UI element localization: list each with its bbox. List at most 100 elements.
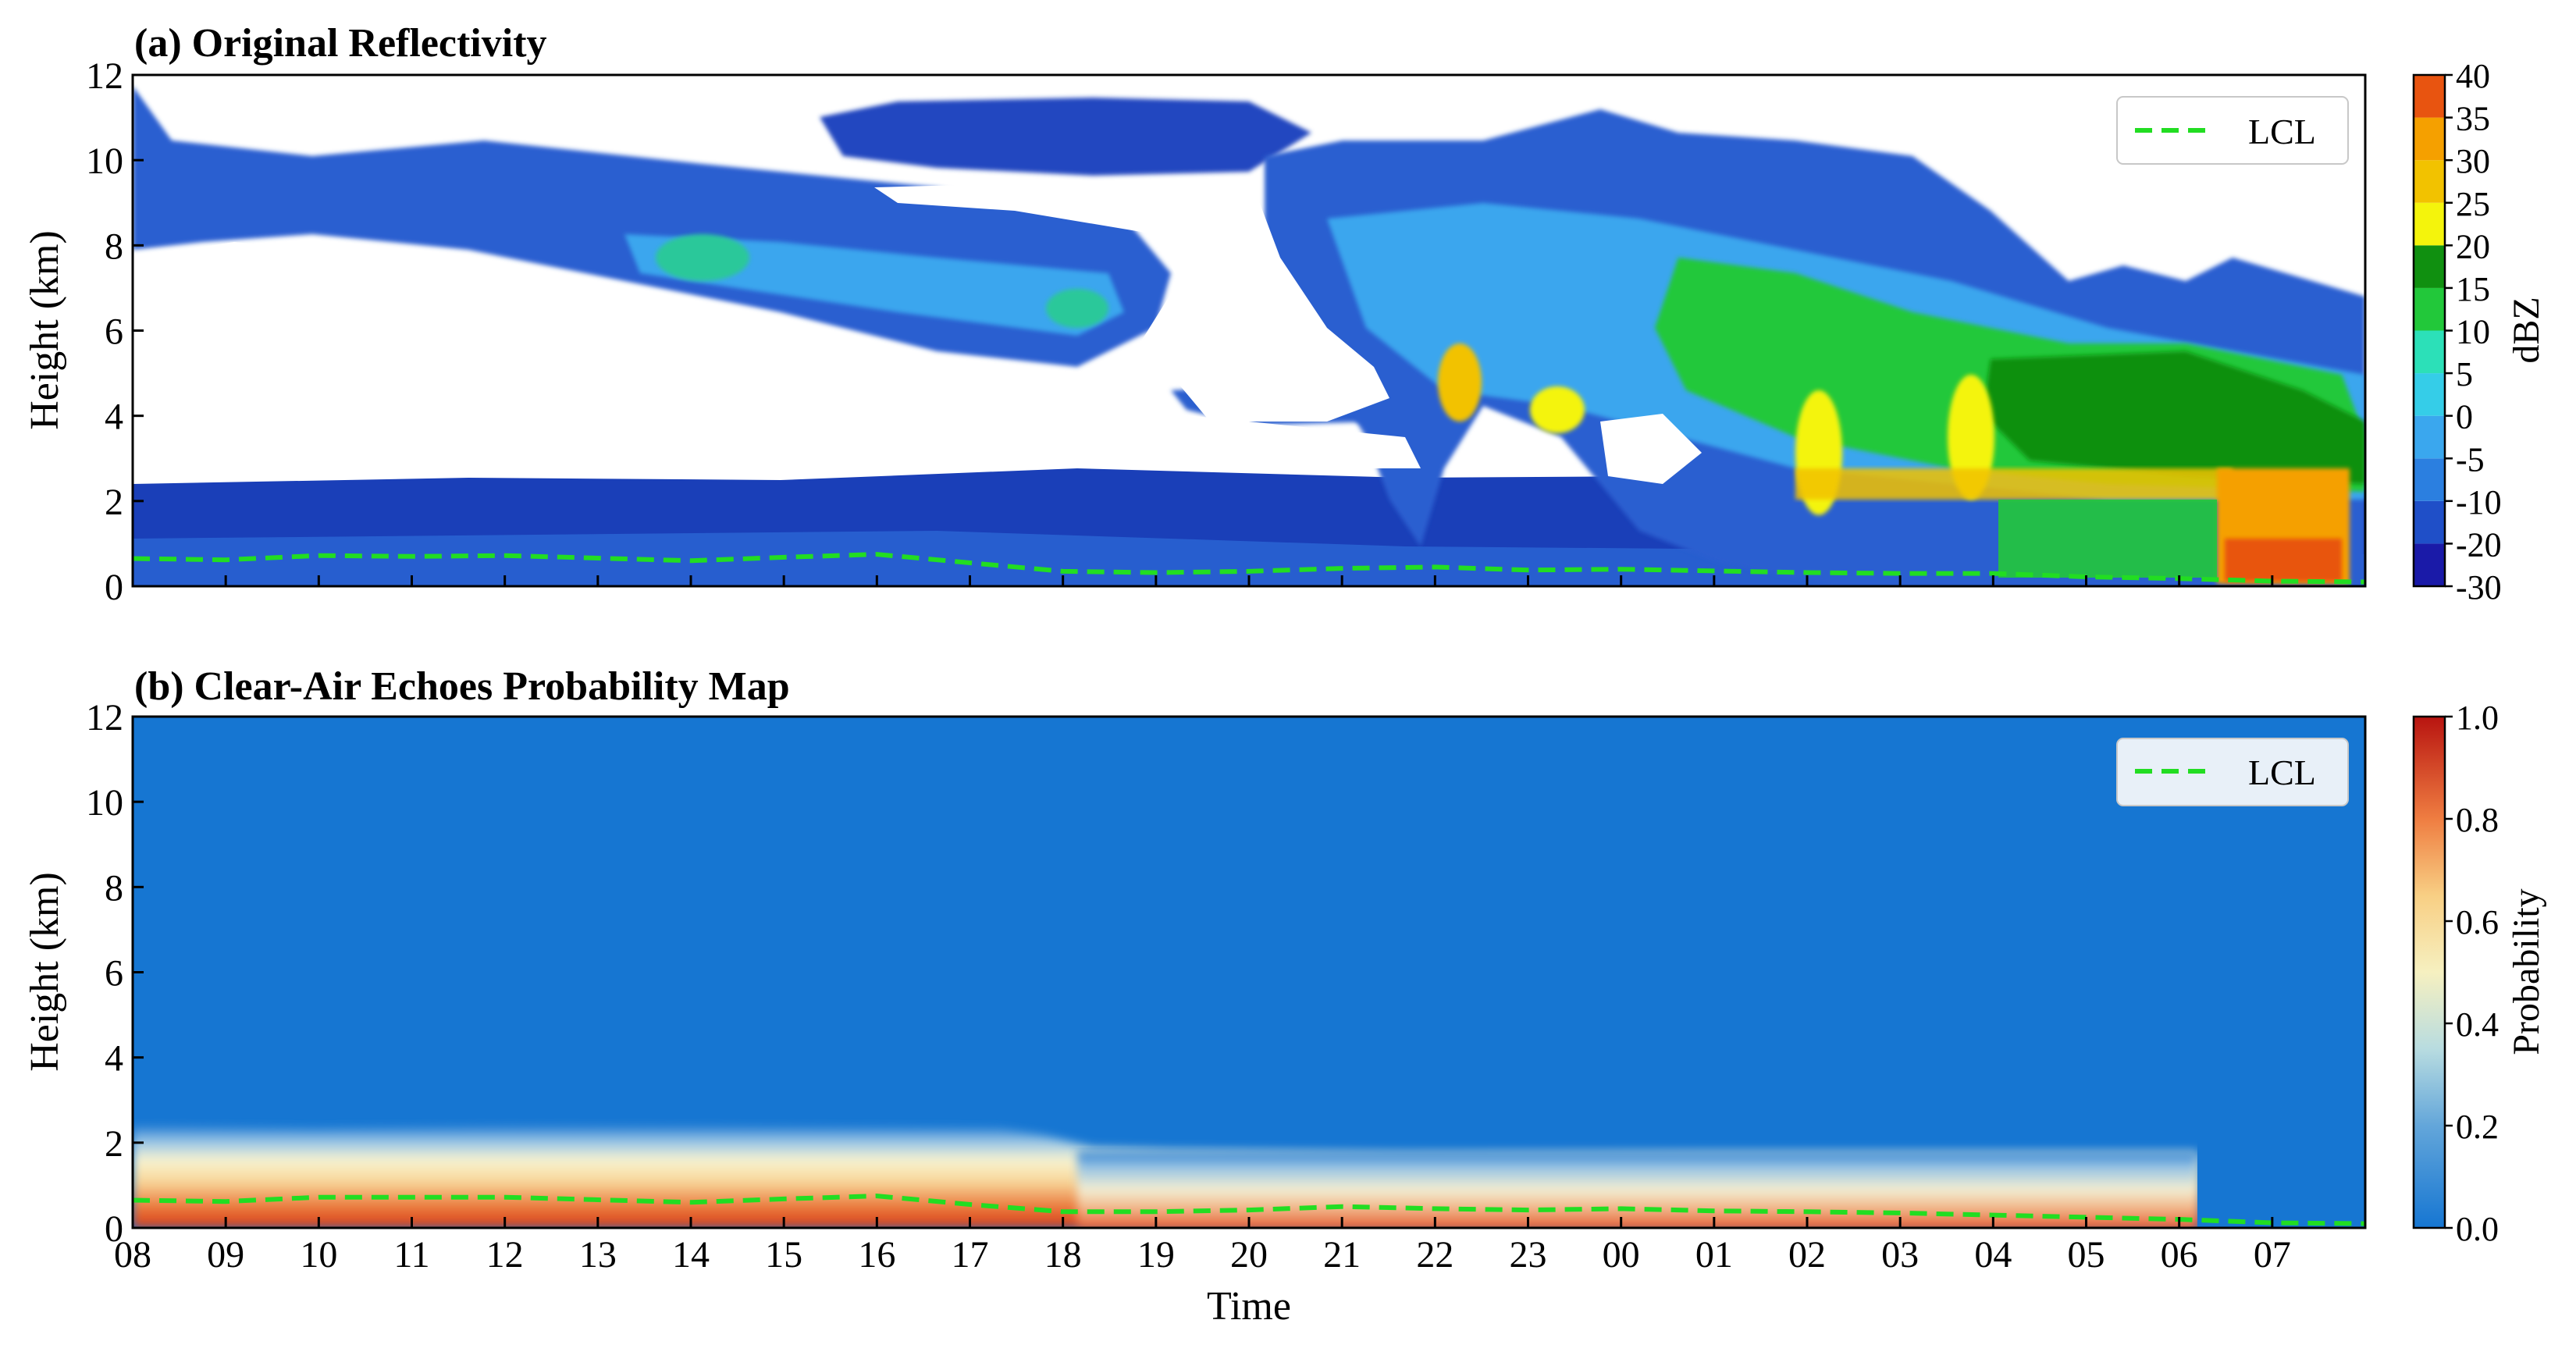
legend-b-box [2116,738,2349,806]
colorbar-a-segment [2414,75,2445,118]
echo-rain-columns [1998,500,2217,578]
panel-b-cbar-label: Probability [2506,888,2547,1055]
clear-gap-left [133,242,1421,468]
colorbar-b-tick-label: 0.4 [2456,1005,2499,1044]
probability-high-layer [1077,1151,2197,1228]
x-tick-label: 14 [672,1234,710,1276]
clear-gap-right [1600,414,1702,484]
panel-b-x-axis: 08 09 10 11 12 13 14 15 16 17 18 19 20 21 22 23 00 01 02 03… [114,1217,2291,1276]
echo-upper-cloud-left-core [624,234,1124,336]
colorbar-a-tick-label: 5 [2456,355,2473,393]
echo-upper-cloud-left-spot [656,234,749,281]
probability-after-06 [2197,1124,2365,1228]
x-tick-label: 09 [207,1234,244,1276]
colorbar-b-tick-label: 1.0 [2456,699,2499,737]
y-tick-label: 4 [105,1038,123,1080]
x-tick-label: 08 [114,1234,151,1276]
echo-high-strip [820,98,1311,176]
y-tick-label: 12 [86,55,123,97]
colorbar-a-tick-label: 20 [2456,227,2490,265]
lcl-line-a [132,552,2366,585]
y-tick-label: 8 [105,867,123,909]
panel-a-cbar-label: dBZ [2506,297,2547,363]
y-tick-label: 2 [105,1123,123,1165]
x-tick-label: 11 [393,1234,429,1276]
colorbar-a-tick-label: 0 [2456,398,2473,436]
x-tick-label: 00 [1603,1234,1640,1276]
y-tick-label: 4 [105,397,123,438]
echo-core-23h [1530,386,1585,433]
echo-rain-surface-core [2225,539,2342,582]
panel-a-x-ticks [131,575,2274,586]
x-tick-label: 23 [1510,1234,1547,1276]
colorbar-b-bar [2412,715,2446,1229]
colorbar-a-tick-label: -5 [2456,440,2485,479]
colorbar-a-segment [2414,500,2445,544]
colorbar-a-tick-label: 40 [2456,57,2490,95]
colorbar-a-segment [2414,245,2445,288]
x-tick-label: 20 [1230,1234,1268,1276]
panel-a-ylabel: Height (km) [23,230,67,430]
colorbar-a-segment [2414,543,2445,586]
legend-a-box [2116,96,2349,165]
x-tick-label: 16 [858,1234,895,1276]
x-tick-label: 10 [300,1234,337,1276]
colorbar-a-segment [2414,160,2445,203]
panel-a-colorbar: -30 -20 -10 -5 0 5 10 15 20 25 30 35 40 [2412,57,2502,607]
colorbar-b-tick-label: 0.0 [2456,1210,2499,1248]
colorbar-a-segment [2414,458,2445,501]
colorbar-a-tick-label: -10 [2456,483,2502,521]
colorbar-a-tick-label: 10 [2456,313,2490,351]
x-tick-label: 15 [765,1234,802,1276]
y-tick-label: 10 [86,141,123,182]
y-tick-label: 2 [105,482,123,523]
colorbar-a-tick-label: -30 [2456,568,2502,607]
panel-b-colorbar: 0.0 0.2 0.4 0.6 0.8 1.0 [2412,699,2499,1248]
x-tick-label: 05 [2068,1234,2105,1276]
x-tick-label: 01 [1695,1234,1733,1276]
x-tick-label: 12 [486,1234,524,1276]
y-tick-label: 6 [105,311,123,353]
panel-a-legend: LCL [2116,96,2349,165]
colorbar-a-segment [2414,287,2445,331]
colorbar-a-segment [2414,373,2445,416]
x-tick-label: 06 [2161,1234,2198,1276]
y-tick-label: 0 [105,567,123,608]
colorbar-b-tick-label: 0.6 [2456,903,2499,941]
panel-b-y-axis: 0 2 4 6 8 10 12 [86,697,144,1250]
colorbar-a-tick-label: 35 [2456,100,2490,138]
echo-core-band [1795,468,2233,500]
legend-a-label: LCL [2248,112,2316,151]
echo-convective-darkgreen [1983,351,2365,484]
colorbar-a-segment [2414,330,2445,374]
y-tick-label: 8 [105,226,123,267]
panel-a-y-axis: 0 2 4 6 8 10 12 [86,55,144,608]
x-tick-label: 22 [1416,1234,1453,1276]
panel-b-ylabel: Height (km) [23,872,67,1072]
clear-gap-mid [874,180,1389,422]
reflectivity-field [133,75,2365,586]
panel-a-title: (a) Original Reflectivity [134,21,547,66]
colorbar-a-tick-label: -20 [2456,525,2502,564]
colorbar-a-tick-label: 25 [2456,185,2490,223]
y-tick-label: 10 [86,782,123,824]
colorbar-b-tick-label: 0.8 [2456,801,2499,839]
legend-b-label: LCL [2248,752,2316,792]
colorbar-a-segment [2414,117,2445,161]
x-tick-label: 02 [1788,1234,1826,1276]
x-tick-label: 17 [952,1234,989,1276]
x-tick-label: 18 [1044,1234,1082,1276]
echo-upper-cloud-left-spot2 [1046,289,1108,328]
x-tick-label: 13 [579,1234,617,1276]
colorbar-a-segment [2414,202,2445,246]
y-tick-label: 12 [86,697,123,738]
lcl-line-b [132,1194,2366,1226]
y-tick-label: 0 [105,1208,123,1250]
echo-core-22h [1438,343,1482,422]
colorbar-b-tick-label: 0.2 [2456,1108,2499,1146]
y-tick-label: 6 [105,953,123,994]
x-tick-label: 21 [1323,1234,1361,1276]
x-tick-label: 19 [1137,1234,1175,1276]
panel-b-title: (b) Clear-Air Echoes Probability Map [134,664,790,709]
